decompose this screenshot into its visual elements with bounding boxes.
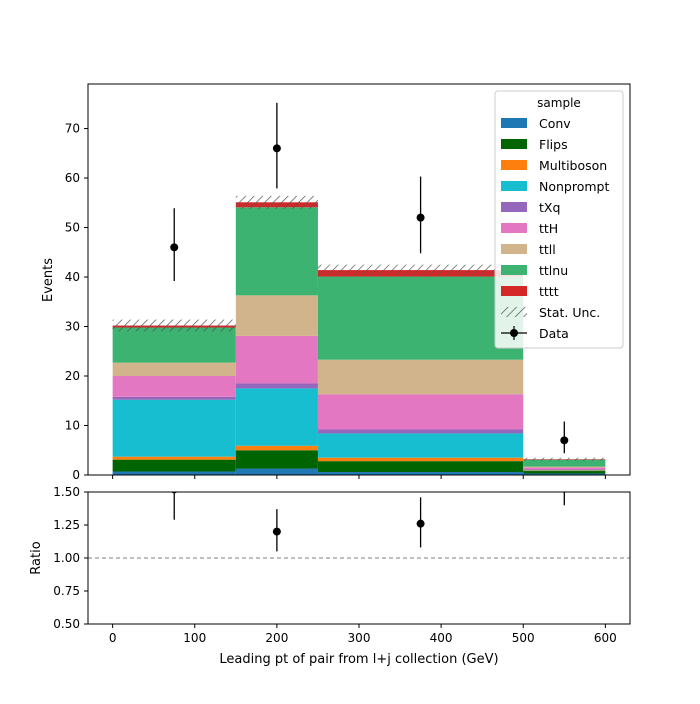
- bar-flips-2: [318, 461, 523, 472]
- data-point-0: [170, 243, 178, 251]
- legend-label-ttll: ttll: [539, 242, 556, 257]
- legend-label-multiboson: Multiboson: [539, 158, 607, 173]
- bar-multiboson-1: [236, 446, 318, 450]
- bar-nonprompt-2: [318, 433, 523, 457]
- y-tick-label-bottom-4: 1.50: [53, 485, 80, 499]
- legend-label-tttt: tttt: [539, 284, 559, 299]
- bar-ttll-1: [236, 295, 318, 336]
- bar-txq-1: [236, 383, 318, 388]
- data-point-1: [273, 144, 281, 152]
- y-tick-label-top-5: 50: [65, 221, 80, 235]
- legend-label-tth: ttH: [539, 221, 558, 236]
- ratio-point-1: [273, 528, 281, 536]
- x-tick-label-3: 300: [348, 631, 371, 645]
- y-tick-label-bottom-0: 0.50: [53, 617, 80, 631]
- bar-ttlnu-1: [236, 207, 318, 295]
- x-tick-label-0: 0: [109, 631, 117, 645]
- y-axis-label-top: Events: [41, 258, 56, 302]
- stat-unc-band-2: [318, 265, 523, 276]
- legend: sample Conv Flips Multiboson Nonprompt tXq ttH…: [495, 91, 623, 348]
- bar-flips-0: [113, 460, 236, 472]
- legend-label-nonprompt: Nonprompt: [539, 179, 609, 194]
- legend-swatch-tth: [501, 223, 527, 233]
- y-tick-label-top-2: 20: [65, 369, 80, 383]
- stat-unc-band-1: [236, 196, 318, 209]
- y-tick-label-bottom-3: 1.25: [53, 518, 80, 532]
- legend-swatch-nonprompt: [501, 181, 527, 191]
- bar-tth-3: [523, 468, 605, 470]
- stat-unc-band-3: [523, 458, 605, 461]
- legend-swatch-stat-unc: [501, 307, 527, 317]
- bar-conv-1: [236, 469, 318, 475]
- bar-ttll-0: [113, 363, 236, 376]
- bar-nonprompt-1: [236, 388, 318, 445]
- legend-data-marker: [510, 329, 518, 337]
- legend-swatch-ttlnu: [501, 265, 527, 275]
- bar-tth-2: [318, 394, 523, 429]
- y-tick-label-top-4: 40: [65, 270, 80, 284]
- x-tick-label-5: 500: [512, 631, 535, 645]
- y-tick-label-top-1: 10: [65, 419, 80, 433]
- legend-swatch-txq: [501, 202, 527, 212]
- legend-label-stat-unc: Stat. Unc.: [539, 305, 600, 320]
- bar-multiboson-0: [113, 457, 236, 460]
- x-axis-label: Leading pt of pair from l+j collection (…: [219, 652, 498, 667]
- bar-ttlnu-2: [318, 277, 523, 360]
- ratio-point-2: [417, 520, 425, 528]
- y-tick-label-top-3: 30: [65, 320, 80, 334]
- bar-flips-3: [523, 471, 605, 473]
- y-tick-label-top-6: 60: [65, 171, 80, 185]
- legend-label-ttlnu: ttlnu: [539, 263, 568, 278]
- bar-multiboson-2: [318, 458, 523, 461]
- x-tick-label-4: 400: [430, 631, 453, 645]
- legend-title: sample: [537, 96, 581, 110]
- y-tick-label-bottom-2: 1.00: [53, 551, 80, 565]
- y-tick-label-bottom-1: 0.75: [53, 584, 80, 598]
- y-tick-label-top-0: 0: [72, 468, 80, 482]
- bar-conv-0: [113, 472, 236, 475]
- bar-flips-1: [236, 450, 318, 468]
- legend-swatch-ttll: [501, 244, 527, 254]
- bar-tth-0: [113, 376, 236, 397]
- y-tick-label-top-7: 70: [65, 122, 80, 136]
- data-point-2: [417, 214, 425, 222]
- bar-ttll-3: [523, 467, 605, 468]
- bar-txq-2: [318, 429, 523, 433]
- bar-txq-0: [113, 397, 236, 400]
- x-tick-label-6: 600: [594, 631, 617, 645]
- legend-swatch-multiboson: [501, 160, 527, 170]
- legend-label-flips: Flips: [539, 137, 568, 152]
- y-axis-label-bottom: Ratio: [29, 541, 44, 574]
- bottom-plot-frame: [88, 492, 630, 624]
- legend-swatch-tttt: [501, 286, 527, 296]
- legend-swatch-flips: [501, 139, 527, 149]
- x-tick-label-2: 200: [265, 631, 288, 645]
- bar-ttlnu-0: [113, 328, 236, 363]
- bar-ttlnu-3: [523, 460, 605, 467]
- ratio-point-3: [560, 396, 568, 404]
- stat-unc-band-0: [113, 320, 236, 332]
- data-point-3: [560, 436, 568, 444]
- legend-label-conv: Conv: [539, 116, 571, 131]
- legend-label-txq: tXq: [539, 200, 560, 215]
- bar-nonprompt-0: [113, 400, 236, 457]
- legend-label-data: Data: [539, 326, 569, 341]
- bar-tth-1: [236, 336, 318, 384]
- bar-ttll-2: [318, 360, 523, 395]
- legend-swatch-conv: [501, 118, 527, 128]
- x-tick-label-1: 100: [183, 631, 206, 645]
